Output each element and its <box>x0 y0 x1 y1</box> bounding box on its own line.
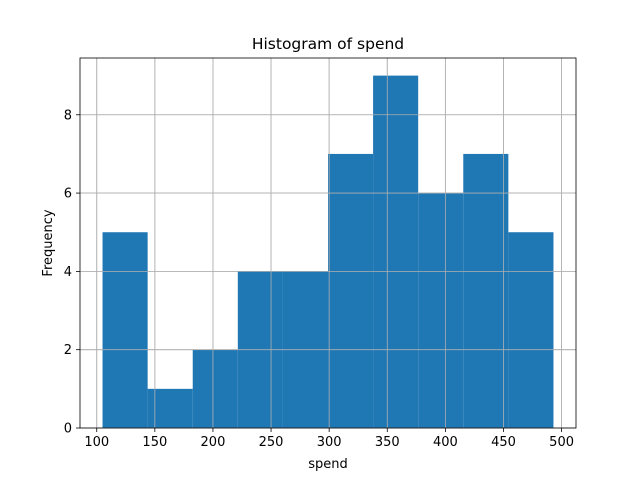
histogram-bar <box>463 153 509 429</box>
x-tick-label: 400 <box>433 435 458 450</box>
y-tick-label: 4 <box>64 265 72 280</box>
y-tick-label: 2 <box>64 343 72 358</box>
y-axis: 0 2 4 6 8 <box>64 108 80 437</box>
histogram-bar <box>373 75 419 428</box>
x-axis-label: spend <box>308 457 348 472</box>
x-tick-label: 300 <box>317 435 342 450</box>
y-tick-label: 8 <box>64 108 72 123</box>
x-tick-label: 350 <box>375 435 400 450</box>
histogram-bar <box>328 153 374 429</box>
x-tick-label: 150 <box>142 435 167 450</box>
x-tick-label: 100 <box>84 435 109 450</box>
histogram-bar <box>102 232 148 428</box>
histogram-bar <box>508 232 554 428</box>
histogram-bar <box>147 388 193 428</box>
chart-title: Histogram of spend <box>252 35 404 53</box>
y-tick-label: 6 <box>64 187 72 202</box>
x-tick-label: 450 <box>491 435 516 450</box>
histogram-bar <box>192 349 238 428</box>
x-tick-label: 200 <box>201 435 226 450</box>
histogram-bar <box>418 193 464 428</box>
plot-frame <box>79 57 577 429</box>
bars-layer <box>102 75 554 429</box>
y-axis-label: Frequency <box>41 209 56 276</box>
x-tick-label: 250 <box>259 435 284 450</box>
y-tick-label: 0 <box>64 422 72 437</box>
x-tick-label: 500 <box>549 435 574 450</box>
x-axis: 100 150 200 250 300 350 400 450 500 <box>84 428 574 450</box>
